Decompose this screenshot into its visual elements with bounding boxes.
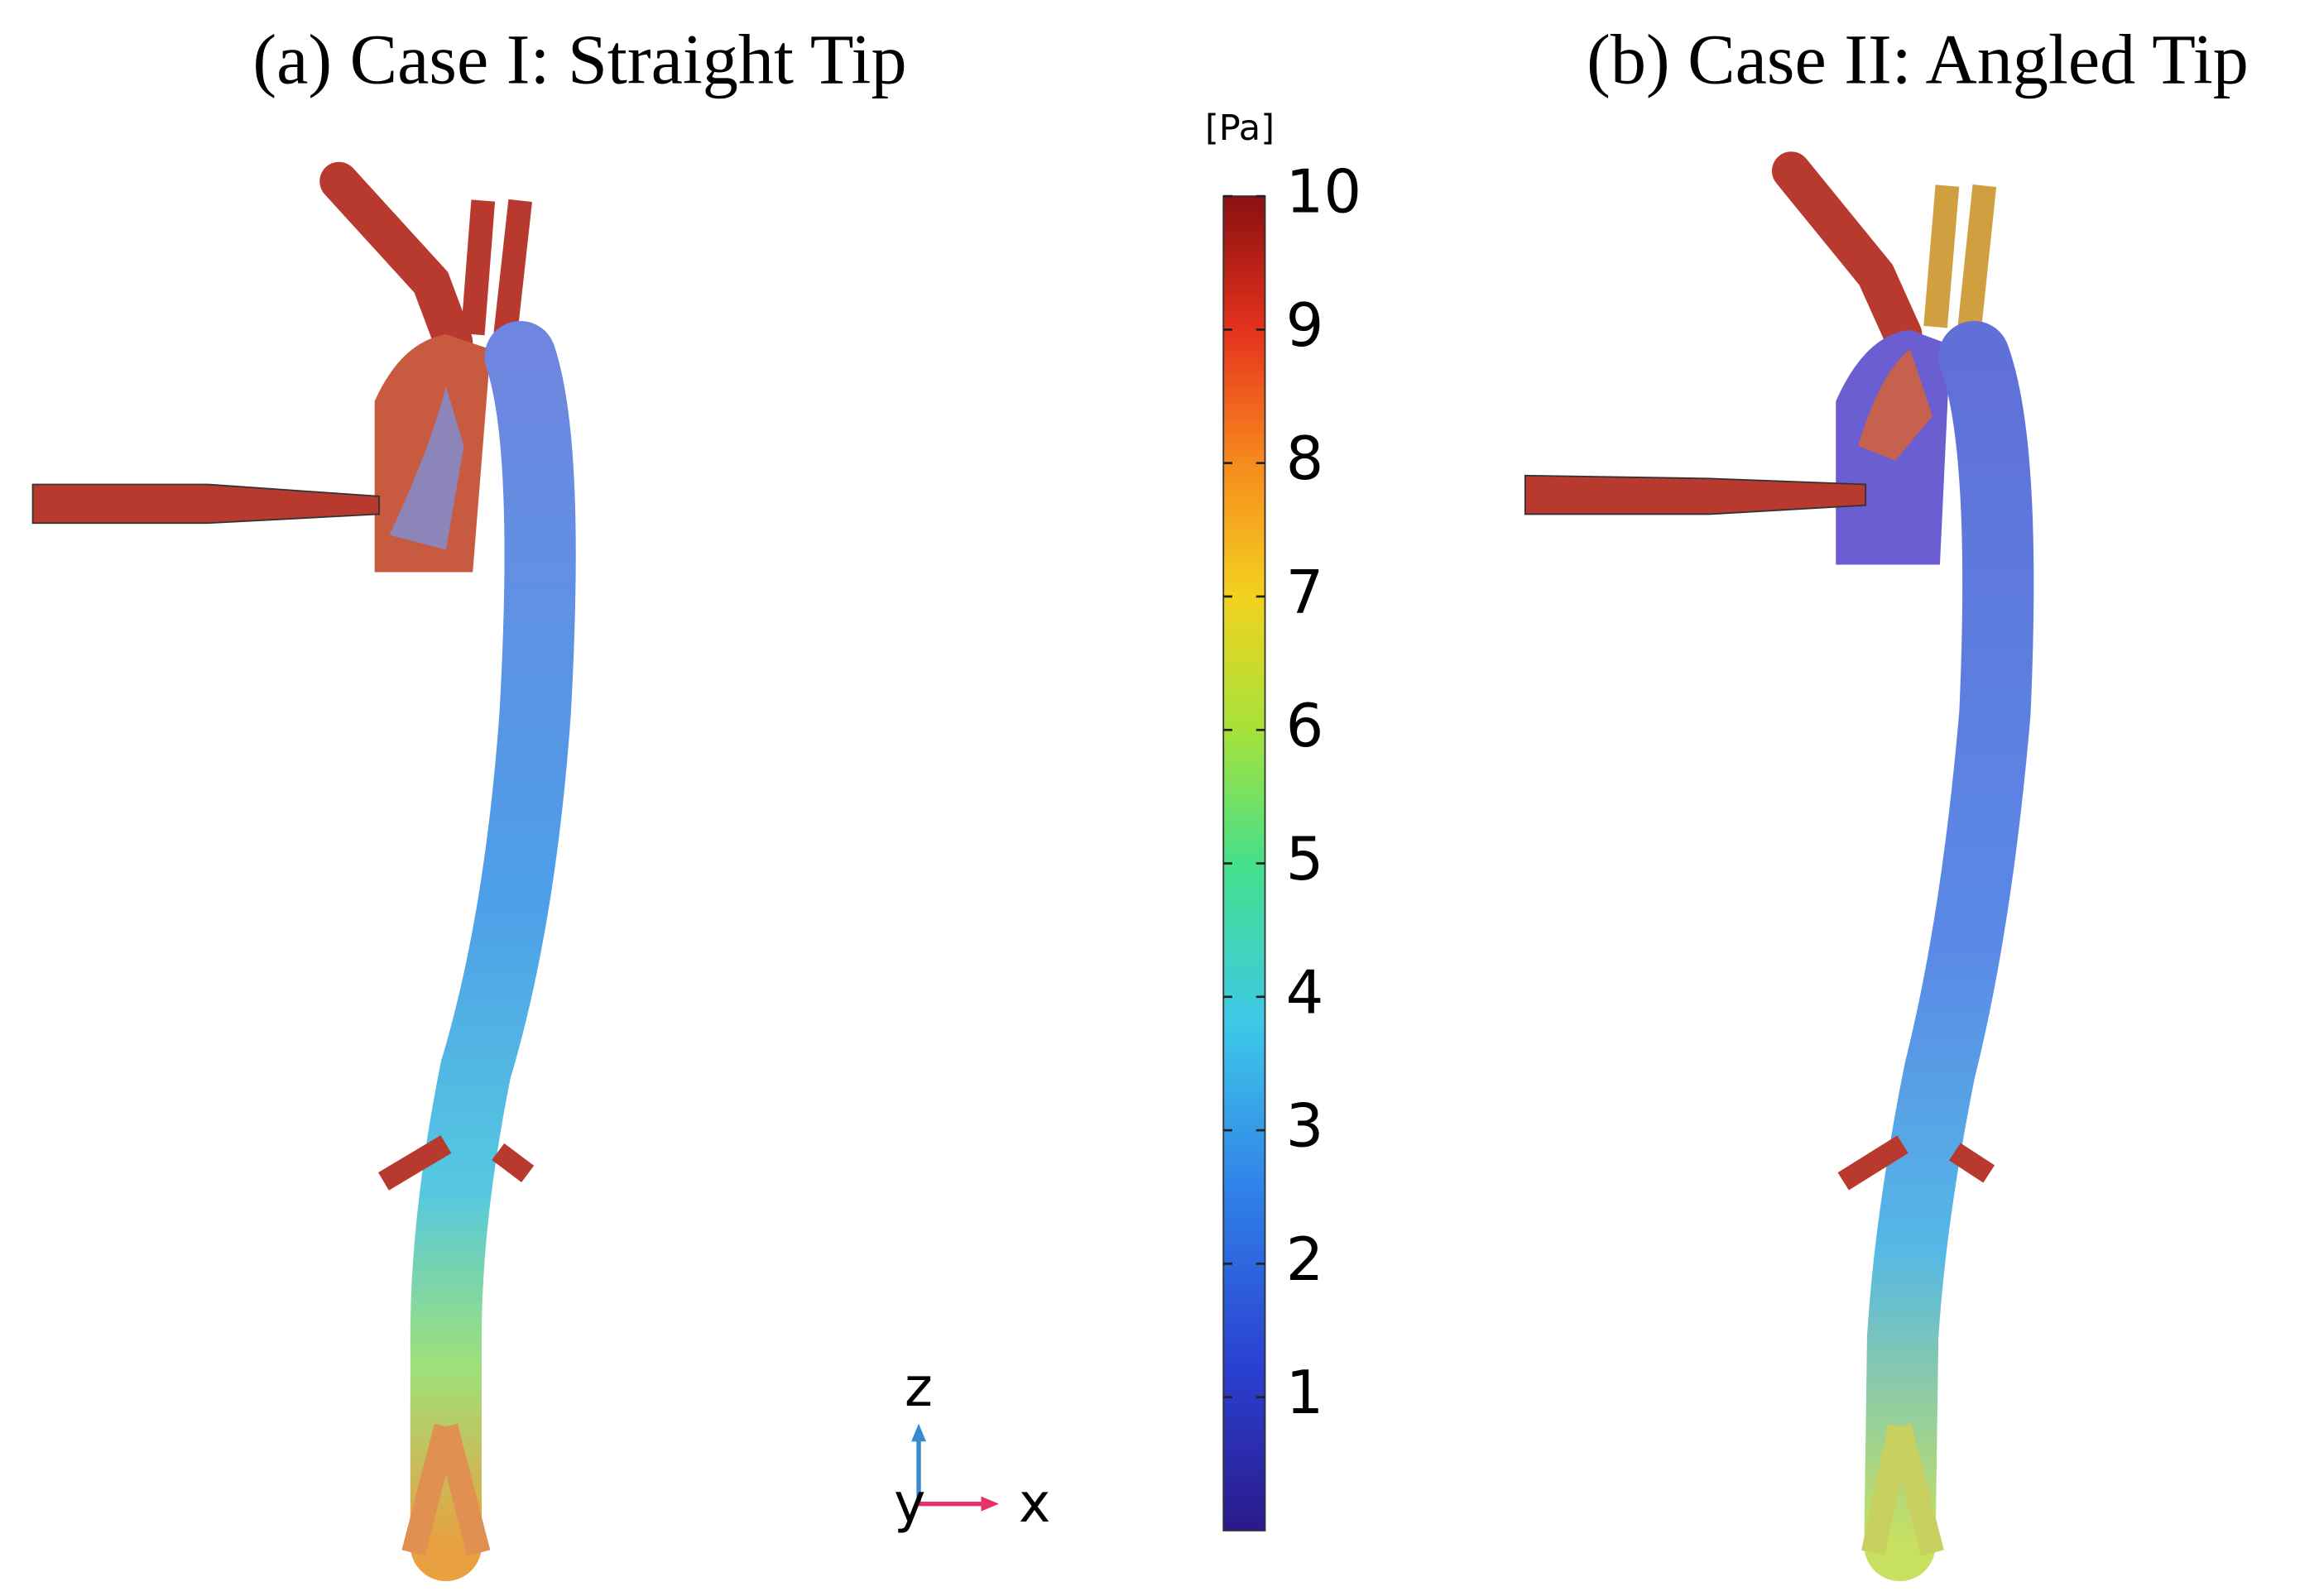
panel-title: (a) Case I: Straight Tip <box>252 20 906 99</box>
colorbar-ticks: 1 2 3 4 5 6 7 8 9 10 <box>1223 157 1361 1427</box>
tick-label: 3 <box>1286 1091 1324 1161</box>
axes-triad: z y x <box>894 1357 1050 1535</box>
tick-label: 6 <box>1286 691 1324 760</box>
tick-label: 9 <box>1286 290 1324 360</box>
z-label: z <box>905 1357 933 1419</box>
colorbar-unit: [Pa] <box>1205 108 1275 149</box>
x-arrowhead <box>981 1496 1000 1512</box>
tick-label: 7 <box>1286 557 1324 626</box>
aorta-model-a <box>31 161 576 1582</box>
tick-label: 5 <box>1286 824 1324 894</box>
panel-title: (b) Case II: Angled Tip <box>1587 20 2249 99</box>
tick-label: 2 <box>1286 1225 1324 1294</box>
z-arrowhead <box>911 1423 927 1442</box>
tick-label: 10 <box>1286 157 1361 227</box>
x-label: x <box>1019 1473 1050 1535</box>
aorta-model-b <box>1524 151 2034 1582</box>
y-label: y <box>894 1473 925 1535</box>
tick-label: 1 <box>1286 1358 1324 1427</box>
tick-label: 8 <box>1286 424 1324 493</box>
tick-label: 4 <box>1286 957 1324 1027</box>
